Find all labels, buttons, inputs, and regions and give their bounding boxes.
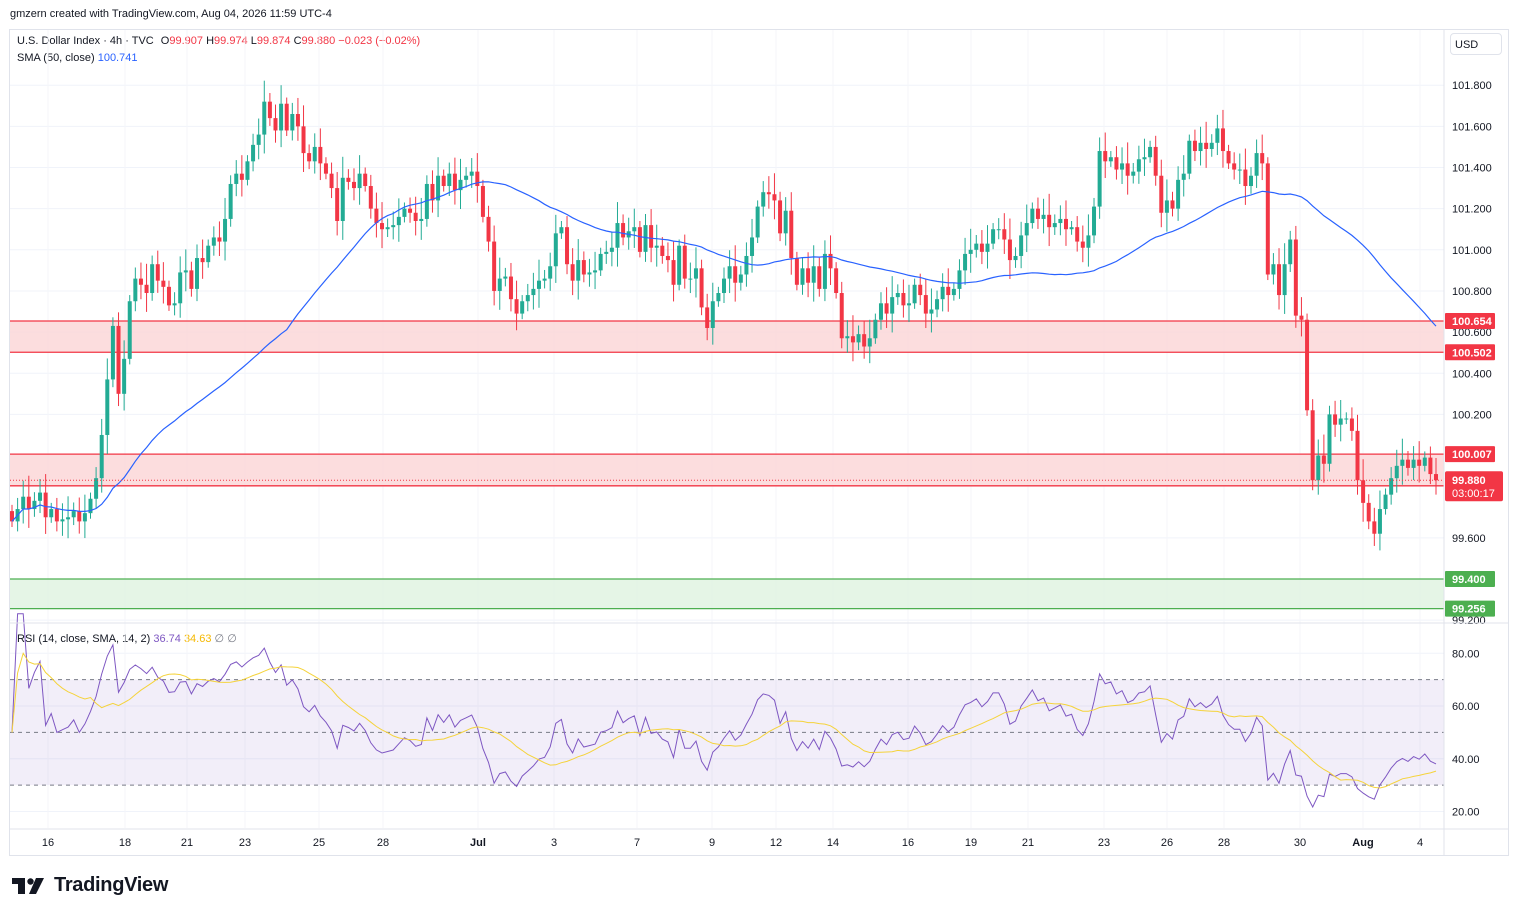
- rsi-extra-2: ∅: [227, 633, 237, 645]
- symbol-label[interactable]: U.S. Dollar Index · 4h · TVC: [17, 35, 154, 47]
- tv-logo-icon: [12, 877, 44, 894]
- low-value: 99.874: [256, 35, 291, 47]
- high-value: 99.974: [214, 35, 248, 47]
- rsi-sma-value: 34.63: [183, 633, 212, 645]
- close-value: 99.880: [301, 35, 336, 47]
- watermark-header: gmzern created with TradingView.com, Aug…: [10, 8, 332, 20]
- low-label: L: [250, 35, 257, 47]
- open-value: 99.907: [169, 35, 204, 47]
- tradingview-logo[interactable]: TradingView: [12, 874, 168, 897]
- rsi-legend: RSI (14, close, SMA, 14, 2) 36.74 34.63 …: [17, 632, 237, 645]
- change-value: −0.023 (−0.02%): [338, 35, 421, 47]
- rsi-value: 36.74: [153, 633, 181, 645]
- rsi-extra-1: ∅: [214, 633, 225, 645]
- open-label: O: [160, 35, 170, 47]
- logo-text: TradingView: [54, 874, 169, 896]
- sma-legend: SMA (50, close) 100.741: [17, 52, 137, 64]
- sma-value: 100.741: [97, 52, 138, 64]
- rsi-label[interactable]: RSI (14, close, SMA, 14, 2): [17, 633, 151, 645]
- high-label: H: [206, 35, 215, 47]
- currency-button[interactable]: USD: [1450, 33, 1502, 55]
- chart-frame: [9, 29, 1509, 856]
- price-legend: U.S. Dollar Index · 4h · TVC O99.907 H99…: [17, 35, 420, 47]
- close-label: C: [293, 35, 302, 47]
- sma-label[interactable]: SMA (50, close): [17, 52, 95, 64]
